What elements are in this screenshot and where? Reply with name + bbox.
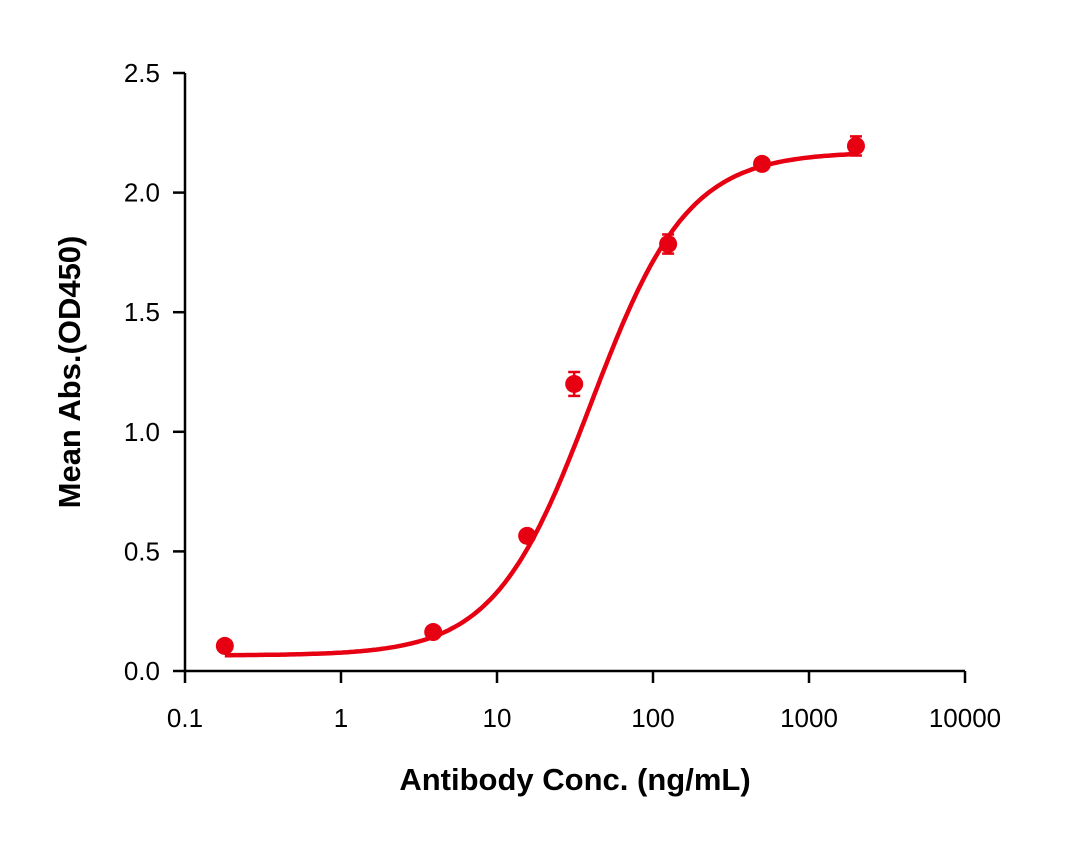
data-point-group [518, 526, 537, 545]
y-tick-label: 0.0 [124, 656, 160, 686]
data-point-group [424, 623, 443, 642]
data-point-group [753, 154, 772, 173]
data-point [215, 636, 234, 655]
data-point [424, 623, 443, 642]
data-point [846, 136, 865, 155]
x-tick-label: 10000 [929, 703, 1001, 733]
axes [183, 73, 965, 673]
x-tick-label: 0.1 [167, 703, 203, 733]
y-tick-label: 1.0 [124, 417, 160, 447]
data-point-group [659, 233, 678, 255]
y-tick-label: 2.0 [124, 178, 160, 208]
data-point-group [846, 135, 865, 157]
data-point-group [215, 636, 234, 655]
data-point [659, 235, 678, 254]
y-tick-label: 2.5 [124, 58, 160, 88]
data-point [753, 154, 772, 173]
y-tick-label: 1.5 [124, 297, 160, 327]
x-axis-title: Antibody Conc. (ng/mL) [399, 762, 750, 797]
fit-curve [224, 151, 857, 658]
y-axis-title: Mean Abs.(OD450) [52, 236, 87, 509]
x-tick-label: 100 [631, 703, 674, 733]
y-tick-label: 0.5 [124, 536, 160, 566]
data-point-group [565, 370, 584, 398]
x-tick-label: 1000 [780, 703, 838, 733]
x-tick-label: 1 [334, 703, 348, 733]
data-point [518, 526, 537, 545]
data-point [565, 374, 584, 393]
x-tick-label: 10 [483, 703, 512, 733]
